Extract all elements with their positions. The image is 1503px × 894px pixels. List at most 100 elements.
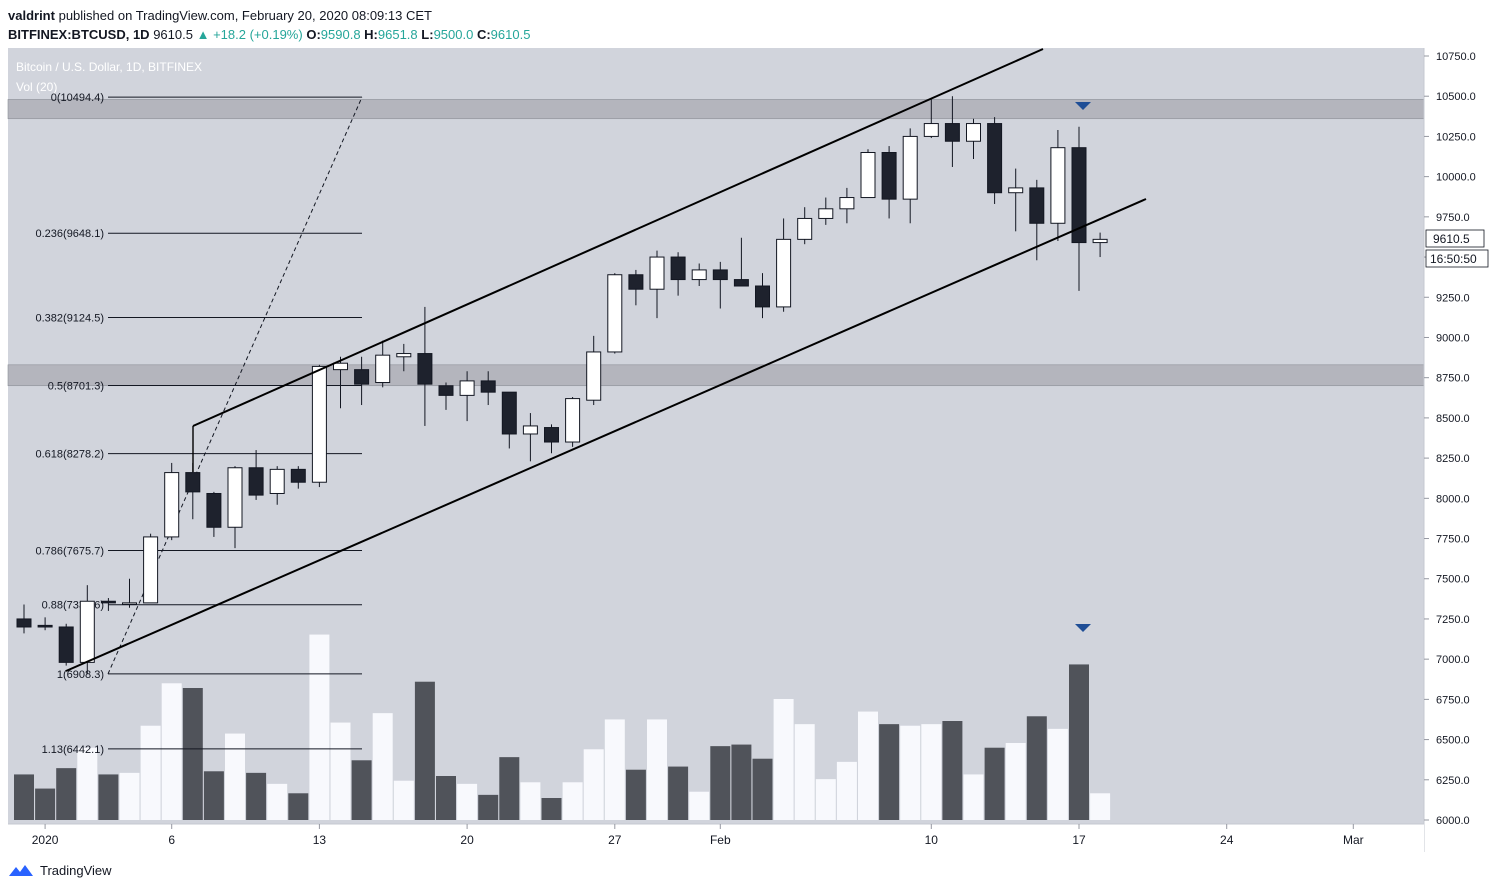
volume-bar — [668, 766, 689, 820]
volume-bar — [520, 782, 541, 820]
candle-body — [733, 279, 749, 287]
open-value: 9590.8 — [320, 27, 361, 42]
candle-body — [987, 123, 1003, 194]
fib-retracement[interactable]: 0(10494.4) 0.236(9648.1) 0.382(9124.5) 0.5(… — [36, 92, 363, 756]
chart-title: Bitcoin / U.S. Dollar, 1D, BITFINEX — [16, 60, 202, 74]
price-tick-label: 6750.0 — [1436, 694, 1470, 706]
candle-body — [16, 618, 32, 628]
volume-bar — [1069, 664, 1089, 820]
channel-drawings[interactable] — [65, 48, 1147, 672]
candle-body — [776, 238, 792, 308]
volume-bar — [942, 721, 963, 820]
candle-body — [839, 197, 855, 210]
price-tick-label: 6250.0 — [1436, 775, 1470, 787]
price-tick-label: 8250.0 — [1436, 453, 1470, 465]
resistance-zone — [7, 364, 1425, 387]
time-tick-label: 13 — [313, 833, 327, 847]
brand-name: TradingView — [40, 862, 112, 878]
fib-level-label: 1(6908.3) — [57, 669, 104, 681]
volume-bar — [900, 725, 921, 820]
candle-body — [185, 472, 201, 493]
change-value: +18.2 (+0.19%) — [213, 27, 303, 42]
price-tick-label: 7000.0 — [1436, 654, 1470, 666]
volume-bars — [14, 634, 1111, 820]
time-tick-label: 10 — [925, 833, 939, 847]
volume-bar — [246, 772, 267, 820]
candle-body — [248, 467, 264, 496]
candle-body — [607, 274, 623, 353]
volume-bar — [1047, 728, 1068, 820]
candle-body — [269, 468, 285, 494]
time-tick-label: Mar — [1343, 833, 1364, 847]
candle-body — [58, 626, 74, 663]
plot-background — [8, 48, 1424, 824]
candle-body — [1029, 187, 1045, 224]
volume-bar — [984, 747, 1005, 820]
volume-bar — [161, 683, 182, 820]
candle-body — [459, 380, 475, 396]
volume-bar — [1005, 743, 1026, 820]
volume-bar — [330, 722, 351, 820]
price-axis[interactable]: 6000.0 6250.0 6500.0 6750.0 7000.0 7250.0 7500… — [1424, 51, 1476, 827]
candle-body — [290, 468, 306, 483]
volume-bar — [288, 793, 309, 820]
volume-bar — [393, 780, 414, 820]
volume-bar — [35, 788, 56, 820]
time-tick-label: 17 — [1072, 833, 1086, 847]
candle-body — [923, 123, 939, 137]
volume-bar — [562, 782, 583, 820]
volume-bar — [140, 725, 161, 820]
candle-body — [333, 362, 348, 371]
candle-body — [396, 353, 412, 358]
price-tick-label: 10500.0 — [1436, 91, 1476, 103]
volume-bar — [436, 776, 456, 820]
volume-bar — [815, 779, 836, 820]
volume-bar — [731, 744, 752, 820]
candle-body — [755, 285, 770, 308]
volume-indicator-label[interactable]: Vol (20) — [16, 80, 57, 94]
volume-bar — [499, 757, 520, 820]
candle-body — [670, 256, 686, 281]
publisher-name[interactable]: valdrint — [8, 8, 55, 23]
fib-level-label: 0.5(8701.3) — [48, 381, 104, 393]
volume-bar — [773, 699, 794, 820]
volume-bar — [14, 774, 34, 820]
last-price-badge: 9610.5 — [1425, 229, 1485, 248]
volume-bar — [625, 769, 646, 820]
footer-brand[interactable]: TradingView — [8, 862, 112, 878]
time-tick-label: 2020 — [32, 833, 59, 847]
open-label: O: — [306, 27, 321, 42]
volume-bar — [752, 758, 773, 820]
candle-body — [1050, 147, 1066, 224]
candle-body — [860, 152, 876, 199]
volume-bar — [182, 688, 203, 820]
time-tick-label: 20 — [460, 833, 474, 847]
candle-body — [122, 602, 137, 605]
time-axis[interactable]: 2020 6 13 20 27 Feb 10 17 24 Mar — [32, 824, 1364, 847]
volume-bar — [1026, 716, 1047, 820]
candle-body — [649, 256, 665, 290]
price-tick-label: 8000.0 — [1436, 493, 1470, 505]
volume-bar — [604, 719, 625, 820]
fib-level-label: 0(10494.4) — [51, 92, 104, 104]
candle-body — [1008, 187, 1024, 194]
candle-body — [417, 353, 433, 385]
countdown-badge-text: 16:50:50 — [1430, 252, 1477, 266]
volume-bar — [710, 746, 731, 820]
time-tick-label: Feb — [710, 833, 731, 847]
volume-bar — [98, 774, 119, 820]
volume-bar — [478, 794, 499, 820]
volume-bar — [77, 747, 98, 820]
volume-bar — [457, 783, 478, 820]
candle-body — [354, 369, 370, 385]
candle-body — [227, 467, 243, 528]
candle-body — [586, 351, 602, 401]
candle-body — [311, 365, 327, 483]
price-tick-label: 9000.0 — [1436, 332, 1470, 344]
change-arrow-icon: ▲ — [196, 27, 210, 42]
volume-bar — [351, 760, 372, 820]
candle-body — [881, 152, 897, 200]
channel-lower-line — [65, 198, 1147, 672]
price-tick-label: 6500.0 — [1436, 735, 1470, 747]
